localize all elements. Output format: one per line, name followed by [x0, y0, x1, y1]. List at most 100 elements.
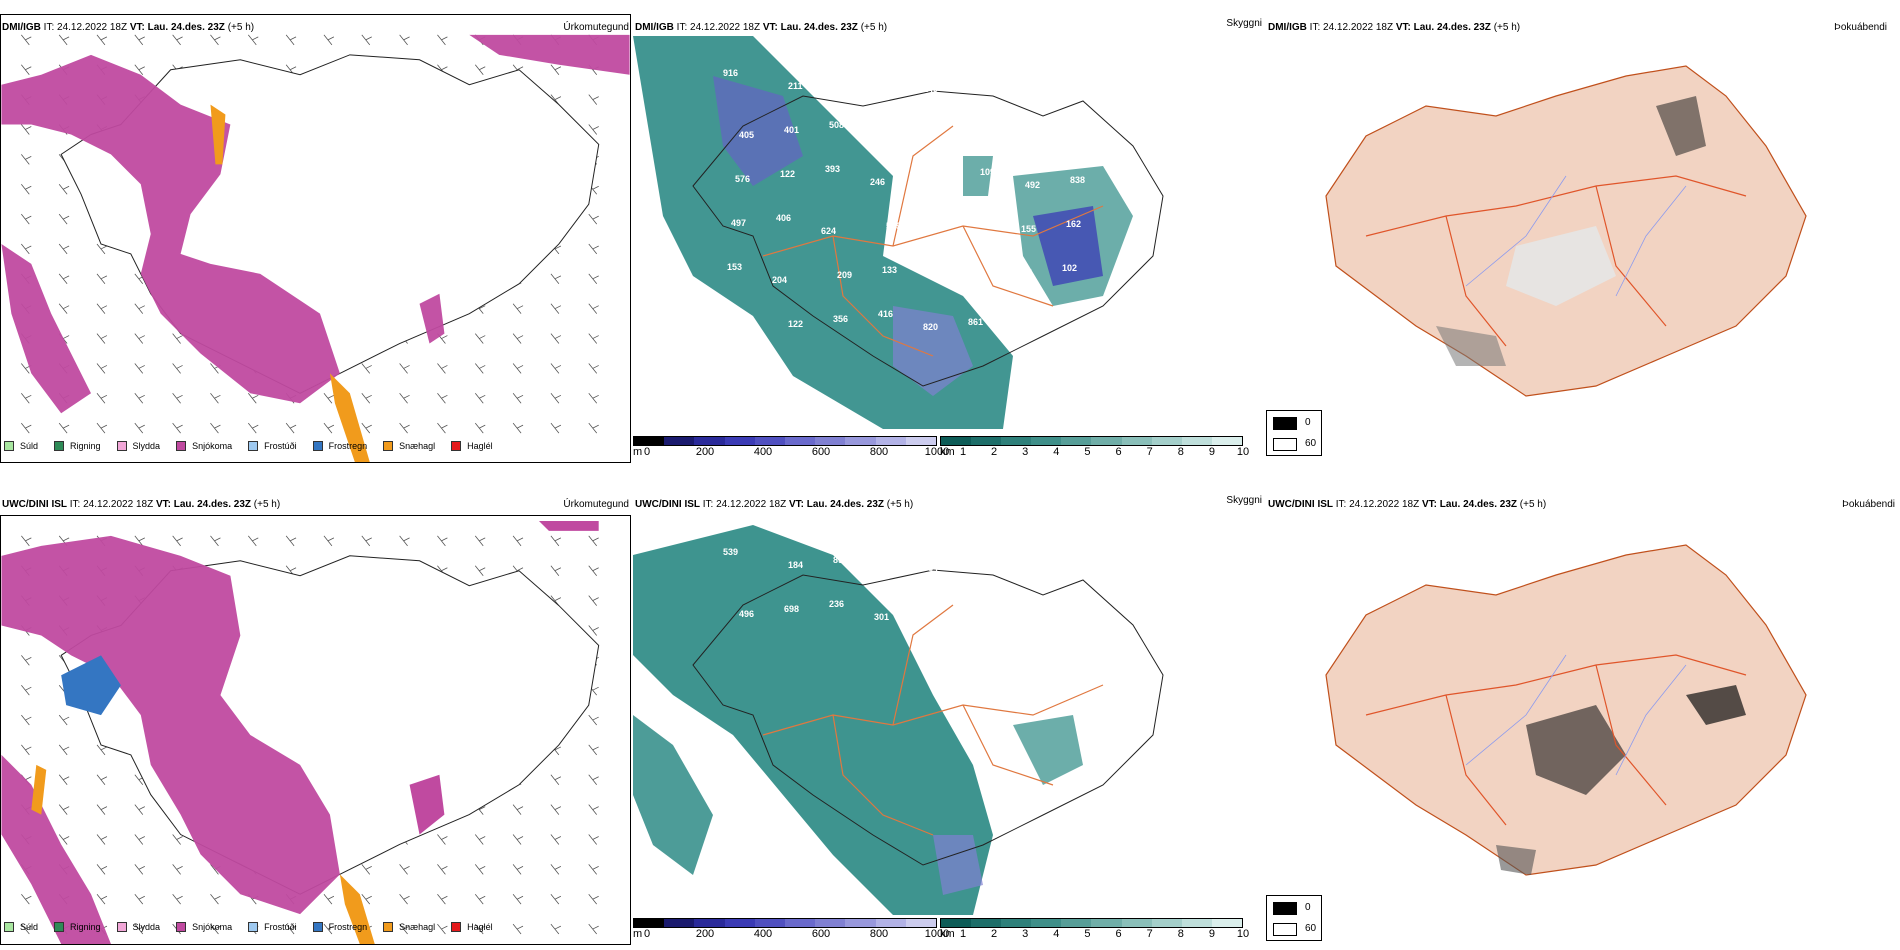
colorbar-segment: [664, 919, 695, 927]
ceiling-value-label: 496: [739, 609, 754, 619]
wind-barb-icon: [172, 34, 183, 46]
roads: [1365, 654, 1747, 826]
ceiling-value-label: 872: [1013, 312, 1028, 322]
colorbar-tick-label: 6: [1115, 446, 1122, 458]
panel-title: Þokuábendi: [1842, 499, 1895, 510]
wind-barb-icon: [512, 333, 524, 344]
colorbar-segment: [785, 919, 816, 927]
wind-barb-icon: [550, 64, 562, 75]
colorbar-tick-label: 0: [643, 928, 651, 940]
panel-header: UWC/DINI ISL IT: 24.12.2022 18Z VT: Lau.…: [635, 499, 914, 510]
wind-barb-icon: [21, 535, 32, 547]
colorbar-segment: [1061, 437, 1092, 445]
colorbar-segment: [724, 919, 755, 927]
wind-barb-icon: [323, 34, 335, 46]
wind-barb-icon: [21, 655, 32, 666]
wind-barb-icon: [550, 923, 562, 935]
ceiling-ticks: 0 200 400 600 800 1000: [643, 928, 949, 942]
visibility-ticks: 1 2 3 4 5 6 7 8 9 10: [960, 446, 1249, 460]
wind-barb-icon: [96, 273, 108, 285]
colorbar-tick-label: 800: [869, 446, 889, 458]
wind-barb-icon: [323, 893, 335, 905]
ceiling-value-label: 492: [1025, 180, 1040, 190]
rivers: [1465, 175, 1687, 297]
ceiling-colorbar: [633, 918, 937, 928]
colorbar-segment: [1151, 919, 1182, 927]
ceiling-value-label: 698: [784, 604, 799, 614]
wind-barb-icon: [437, 34, 448, 46]
wind-barb-icon: [588, 363, 599, 374]
ceiling-value-label: 416: [878, 309, 893, 319]
wind-barb-icon: [550, 834, 562, 845]
wind-barb-icon: [474, 363, 486, 374]
snow-area: [538, 520, 599, 531]
fog-swatch-60: [1273, 923, 1297, 936]
wind-barb-icon: [134, 804, 145, 815]
wind-barb-icon: [361, 363, 372, 374]
panel-title: Þokuábendi: [1834, 22, 1887, 33]
colorbar-segment: [1061, 919, 1092, 927]
wind-barb-icon: [512, 804, 524, 815]
colorbar-tick-label: 400: [753, 928, 773, 940]
legend-label: Frostregn: [328, 441, 368, 451]
wind-barb-icon: [21, 744, 32, 756]
fog-swatch-60: [1273, 438, 1297, 451]
colorbar-tick-label: 10: [1236, 446, 1250, 458]
ceiling-value-label: 861: [968, 317, 983, 327]
wind-barb-icon: [588, 714, 599, 726]
colorbar-segment: [845, 437, 876, 445]
colorbar-segment: [785, 437, 816, 445]
panel-header: DMI/IGB IT: 24.12.2022 18Z VT: Lau. 24.d…: [1268, 22, 1521, 33]
wind-barb-icon: [588, 804, 599, 815]
wind-barb-icon: [399, 422, 410, 434]
wind-barb-icon: [399, 893, 410, 905]
colorbar-tick-label: 1: [959, 928, 967, 940]
legend-label: Frostúði: [264, 441, 297, 451]
panel-uwc-precip: UWC/DINI ISL IT: 24.12.2022 18Z VT: Lau.…: [0, 487, 631, 950]
visibility-colorbar: [940, 436, 1243, 446]
wind-barb-icon: [588, 535, 599, 547]
iceland-land: [1325, 544, 1807, 876]
legend-item: Frostúði: [248, 922, 297, 932]
wind-barb-icon: [550, 303, 562, 314]
colorbar-tick-label: 6: [1115, 928, 1122, 940]
wind-barb-icon: [550, 774, 562, 785]
colorbar-tick-label: 200: [695, 446, 715, 458]
wind-barb-icon: [96, 864, 108, 875]
ceiling-value-label: 246: [870, 177, 885, 187]
roads: [762, 604, 1104, 836]
ceiling-value-label: 131: [972, 273, 987, 283]
wind-barb-icon: [437, 363, 448, 374]
colorbar-tick-label: 200: [695, 928, 715, 940]
ceiling-value-label: 147: [1017, 268, 1032, 278]
snow-area: [1, 54, 340, 404]
colorbar-tick-label: 4: [1053, 446, 1060, 458]
wind-barb-icon: [172, 333, 183, 344]
wind-barb-icon: [96, 804, 108, 815]
wind-barb-icon: [588, 774, 599, 785]
wind-barb-icon: [172, 393, 183, 404]
wind-barb-icon: [134, 864, 145, 875]
legend-label: Rigning: [70, 441, 101, 451]
ceiling-value-label: 254: [878, 71, 893, 81]
ceiling-value-label: 236: [829, 599, 844, 609]
wind-barb-icon: [58, 303, 70, 314]
panel-header: UWC/DINI ISL IT: 24.12.2022 18Z VT: Lau.…: [1268, 499, 1547, 510]
wind-barb-icon: [210, 535, 221, 547]
iceland-land: [1325, 65, 1807, 397]
wind-barb-icon: [437, 393, 448, 404]
legend-label: Haglél: [467, 922, 493, 932]
wind-barb-icon: [512, 303, 524, 314]
legend-item: Haglél: [451, 441, 493, 451]
wind-barb-icon: [21, 183, 32, 195]
legend-item: Snæhagl: [383, 441, 435, 451]
panel-uwc-fog: UWC/DINI ISL IT: 24.12.2022 18Z VT: Lau.…: [1266, 487, 1897, 950]
wind-barb-icon: [474, 333, 486, 344]
ceiling-value-label: 122: [788, 319, 803, 329]
ceiling-value-label: 624: [821, 226, 836, 236]
colorbar-segment: [941, 437, 972, 445]
iceland-coastline: [692, 90, 1164, 387]
ceiling-value-label: 204: [772, 275, 787, 285]
precip-type-map: [0, 515, 631, 945]
wind-barb-icon: [134, 333, 145, 344]
